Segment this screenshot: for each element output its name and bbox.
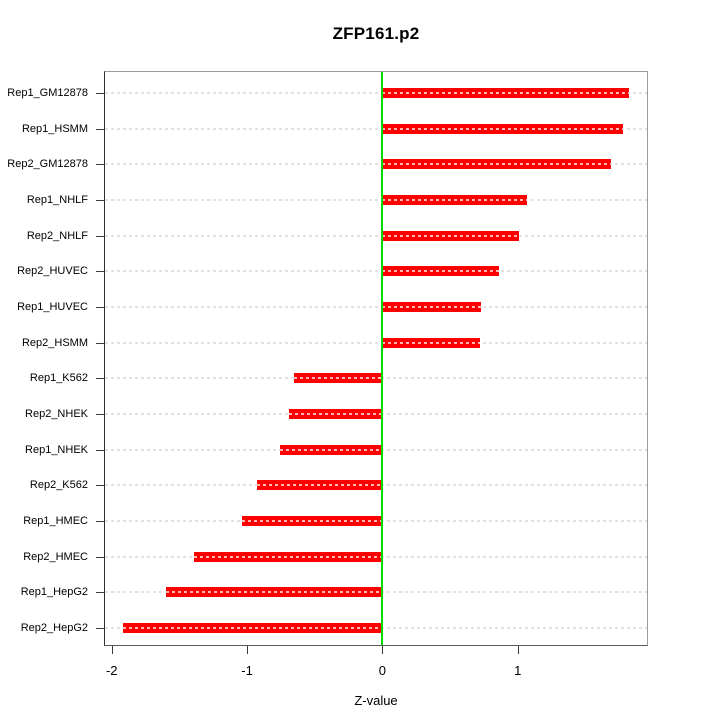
bar (382, 337, 480, 348)
y-tick (96, 628, 104, 629)
gridline (105, 341, 647, 344)
bar-dash-pattern (241, 520, 383, 522)
y-tick (96, 93, 104, 94)
y-axis-label: Rep1_NHEK (25, 443, 88, 456)
bar (382, 123, 624, 134)
bar-dash-pattern (289, 413, 383, 415)
y-tick (96, 235, 104, 237)
y-tick (96, 521, 104, 522)
y-tick (96, 307, 104, 308)
bar-dash-pattern (382, 341, 480, 344)
bar (241, 516, 383, 526)
bar-dash-pattern (279, 448, 383, 451)
y-axis-label: Rep1_HMEC (23, 515, 88, 527)
y-tick (96, 485, 104, 487)
gridline (105, 234, 647, 237)
bar-dash-pattern (382, 163, 612, 166)
y-axis-label: Rep1_HepG2 (20, 586, 88, 599)
x-tick-label: -1 (241, 663, 253, 678)
x-tick-label: 0 (378, 663, 386, 678)
y-tick (96, 200, 104, 201)
y-axis-label: Rep1_HUVEC (17, 301, 88, 313)
gridline (105, 199, 647, 201)
y-axis-label: Rep1_K562 (29, 372, 88, 385)
y-axis-label: Rep2_NHEK (25, 408, 88, 420)
gridline (105, 127, 647, 130)
bar (382, 302, 482, 312)
y-tick (96, 556, 104, 558)
y-axis-label: Rep1_NHLF (26, 194, 88, 206)
y-axis-label: Rep2_NHLF (26, 229, 88, 242)
bar (382, 88, 629, 98)
bar-dash-pattern (382, 270, 499, 273)
zero-reference-line (381, 72, 384, 645)
x-tick (111, 646, 113, 654)
y-axis-label: Rep1_HSMM (21, 122, 88, 135)
y-tick (96, 592, 104, 594)
bar-dash-pattern (382, 127, 624, 130)
bar (122, 623, 383, 633)
bar (289, 409, 383, 419)
y-axis-label: Rep2_HSMM (21, 336, 88, 349)
y-tick (96, 378, 104, 380)
y-axis-label: Rep2_HUVEC (17, 265, 88, 278)
x-tick-label: 1 (514, 663, 522, 678)
y-tick (96, 164, 104, 166)
y-tick (96, 128, 104, 130)
gridline (105, 306, 647, 308)
y-axis-label: Rep2_HMEC (23, 550, 88, 563)
plot-area (104, 71, 648, 646)
y-axis-label: Rep2_K562 (29, 479, 88, 492)
y-axis-label: Rep2_GM12878 (7, 158, 88, 171)
bar (382, 230, 520, 241)
bar-dash-pattern (382, 92, 629, 94)
x-tick (382, 646, 384, 654)
bar-dash-pattern (256, 484, 383, 487)
bar-dash-pattern (294, 377, 383, 380)
gridline (105, 163, 647, 166)
x-tick-label: -2 (105, 663, 118, 678)
y-tick (96, 414, 104, 415)
y-axis-label: Rep1_GM12878 (7, 87, 88, 99)
bar (279, 444, 383, 455)
bar (194, 551, 383, 562)
bar-dash-pattern (194, 555, 383, 558)
x-axis-title: Z-value (354, 693, 398, 708)
y-tick (96, 271, 104, 273)
bar-dash-pattern (382, 306, 482, 308)
gridline (105, 92, 647, 94)
bar-dash-pattern (382, 199, 528, 201)
bar (165, 587, 383, 598)
y-tick (96, 342, 104, 344)
y-tick (96, 449, 104, 451)
bar (382, 195, 528, 205)
bar-dash-pattern (165, 591, 383, 594)
x-tick (517, 646, 519, 654)
bar-dash-pattern (382, 234, 520, 237)
bar (294, 373, 383, 384)
bar-dash-pattern (122, 627, 383, 629)
chart-title: ZFP161.p2 (332, 24, 420, 43)
y-axis-label: Rep2_HepG2 (20, 622, 88, 634)
gridline (105, 270, 647, 273)
bar (382, 266, 499, 277)
x-tick (247, 646, 249, 654)
bar (256, 480, 383, 491)
bar (382, 159, 612, 170)
